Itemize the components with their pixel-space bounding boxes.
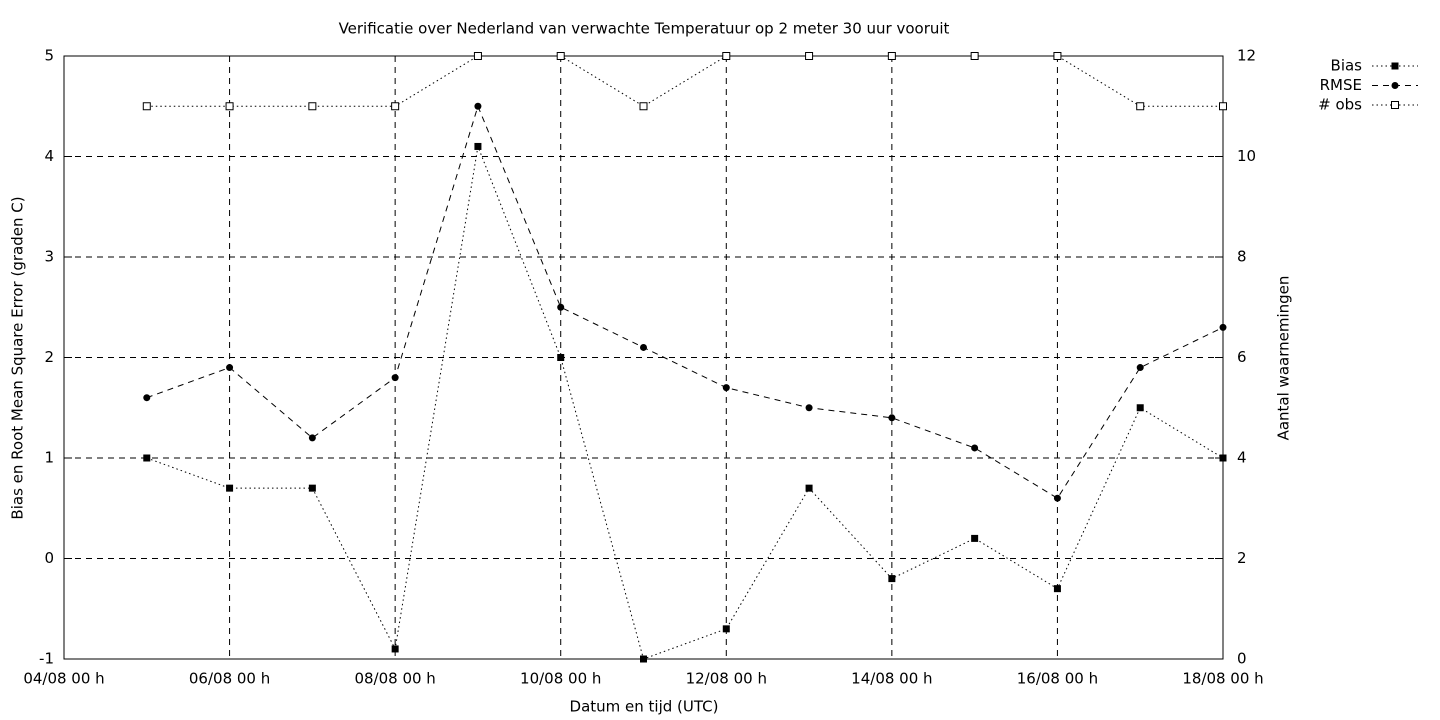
y-tick-label: 0 <box>44 549 54 567</box>
marker <box>557 303 565 311</box>
marker <box>805 52 814 60</box>
marker <box>226 364 234 372</box>
marker <box>391 102 400 111</box>
y2-tick-label: 4 <box>1237 449 1247 467</box>
marker <box>474 102 482 110</box>
marker <box>887 52 896 60</box>
marker <box>1219 323 1227 331</box>
marker <box>971 534 979 542</box>
legend-label: RMSE <box>1320 76 1362 94</box>
marker <box>640 655 647 663</box>
marker <box>971 444 979 452</box>
marker <box>639 102 648 111</box>
y2-tick-label: 10 <box>1237 147 1256 165</box>
x-tick-label: 12/08 00 h <box>686 670 767 688</box>
series-line <box>146 104 1224 499</box>
y2-axis-label: Aantal waarnemingen <box>1275 276 1293 441</box>
y-tick-label: 3 <box>44 248 54 266</box>
y2-tick-label: 12 <box>1237 47 1256 65</box>
y-axis-label: Bias en Root Mean Square Error (graden C… <box>9 196 27 519</box>
chart-title: Verificatie over Nederland van verwachte… <box>339 20 950 38</box>
marker <box>722 384 730 392</box>
legend-label: # obs <box>1318 96 1362 114</box>
marker <box>1053 585 1061 593</box>
x-tick-label: 08/08 00 h <box>354 670 435 688</box>
x-axis-label: Datum en tijd (UTC) <box>570 698 719 716</box>
series-line <box>146 144 1224 660</box>
marker <box>391 645 399 653</box>
x-tick-label: 10/08 00 h <box>520 670 601 688</box>
legend-label: Bias <box>1331 57 1363 75</box>
series-line <box>146 55 1223 107</box>
y-tick-label: -1 <box>39 650 54 668</box>
marker <box>1053 52 1062 60</box>
x-tick-label: 14/08 00 h <box>851 670 932 688</box>
marker <box>474 142 482 150</box>
marker <box>1136 404 1144 412</box>
y-tick-label: 5 <box>44 47 54 65</box>
marker <box>1219 102 1227 111</box>
y2-tick-label: 0 <box>1237 650 1247 668</box>
marker <box>1136 364 1144 372</box>
marker <box>308 484 316 492</box>
marker <box>308 102 317 111</box>
legend-marker <box>1391 62 1399 70</box>
y-tick-label: 4 <box>44 147 54 165</box>
y-tick-label: 2 <box>44 348 54 366</box>
marker <box>225 102 234 111</box>
marker <box>556 52 565 60</box>
marker <box>970 52 979 60</box>
y2-tick-label: 8 <box>1237 248 1247 266</box>
legend-marker <box>1391 82 1399 89</box>
marker <box>1053 494 1061 502</box>
marker <box>805 404 813 412</box>
marker <box>888 575 896 583</box>
marker <box>805 484 813 492</box>
plot-frame <box>63 55 1224 660</box>
y2-tick-label: 2 <box>1237 549 1247 567</box>
marker <box>473 52 482 60</box>
marker <box>557 354 565 361</box>
marker <box>226 484 234 492</box>
marker <box>888 414 896 422</box>
marker <box>143 454 151 462</box>
x-tick-label: 18/08 00 h <box>1182 670 1263 688</box>
marker <box>722 52 731 60</box>
marker <box>1219 454 1227 462</box>
y2-tick-label: 6 <box>1237 348 1247 366</box>
x-tick-label: 06/08 00 h <box>189 670 270 688</box>
y-tick-label: 1 <box>44 449 54 467</box>
marker <box>391 374 399 382</box>
marker <box>142 102 151 111</box>
marker <box>143 394 151 402</box>
x-tick-label: 04/08 00 h <box>23 670 104 688</box>
legend-marker <box>1391 101 1399 109</box>
marker <box>722 625 730 633</box>
marker <box>640 343 647 351</box>
x-tick-label: 16/08 00 h <box>1017 670 1098 688</box>
marker <box>308 434 316 442</box>
marker <box>1136 102 1145 111</box>
